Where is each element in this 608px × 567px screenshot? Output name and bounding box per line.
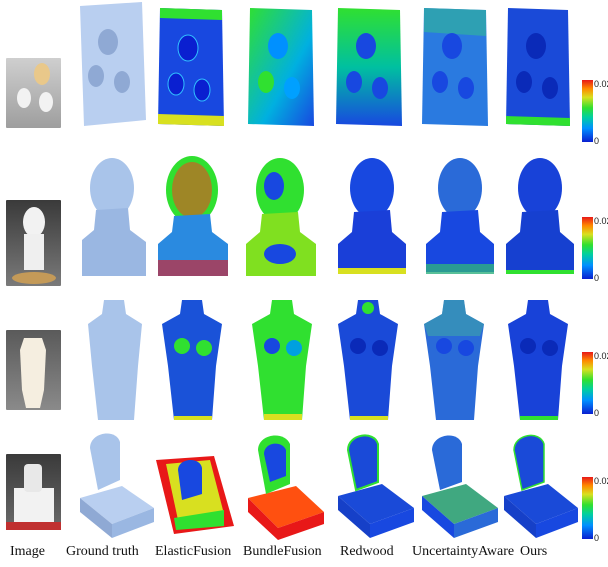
- elasticfusion-chair: [154, 430, 236, 542]
- redwood-faces: [334, 6, 404, 130]
- caption-uncertaintyaware: UncertaintyAware: [412, 544, 515, 559]
- colorbar-max-label: 0.02: [594, 351, 608, 361]
- photo-torso: [6, 330, 61, 410]
- caption-redwood: Redwood: [340, 544, 394, 559]
- photo-chair: [6, 454, 61, 530]
- caption-bundlefusion: BundleFusion: [243, 544, 322, 559]
- ground-truth-faces: [74, 2, 146, 126]
- ours-chair: [500, 428, 580, 540]
- caption-elasticfusion: ElasticFusion: [155, 544, 232, 559]
- ground-truth-torso: [80, 296, 150, 424]
- bundlefusion-chair: [244, 428, 326, 542]
- caption-image: Image: [10, 544, 45, 559]
- ours-head: [500, 150, 578, 278]
- elasticfusion-head: [152, 150, 234, 278]
- uncertaintyaware-torso: [418, 296, 492, 424]
- colorbar-row4: [582, 477, 593, 539]
- ground-truth-head: [74, 150, 152, 278]
- redwood-torso: [332, 296, 406, 424]
- caption-ground-truth: Ground truth: [66, 544, 139, 559]
- colorbar-row2: [582, 217, 593, 279]
- uncertaintyaware-faces: [420, 6, 490, 130]
- elasticfusion-faces: [156, 6, 226, 130]
- colorbar-row3: [582, 352, 593, 414]
- bundlefusion-torso: [246, 296, 320, 424]
- photo-faces: [6, 58, 61, 128]
- uncertaintyaware-chair: [418, 428, 500, 540]
- uncertaintyaware-head: [418, 150, 500, 278]
- colorbar-min-label: 0: [594, 136, 600, 146]
- redwood-head: [330, 150, 412, 278]
- ours-torso: [502, 296, 576, 424]
- figure-grid: 0.02 0: [6, 2, 608, 543]
- colorbar-min-label: 0: [594, 273, 600, 283]
- colorbar-min-label: 0: [594, 408, 600, 418]
- ground-truth-chair: [76, 428, 156, 540]
- colorbar-row1: [582, 80, 593, 142]
- colorbar-max-label: 0.02: [594, 476, 608, 486]
- elasticfusion-torso: [156, 296, 230, 424]
- ours-faces: [504, 6, 572, 130]
- redwood-chair: [334, 428, 416, 540]
- bundlefusion-head: [240, 150, 322, 278]
- photo-head: [6, 200, 61, 286]
- colorbar-max-label: 0.02: [594, 216, 608, 226]
- bundlefusion-faces: [246, 6, 316, 130]
- caption-ours: Ours: [520, 544, 548, 559]
- colorbar-max-label: 0.02: [594, 79, 608, 89]
- colorbar-min-label: 0: [594, 533, 600, 543]
